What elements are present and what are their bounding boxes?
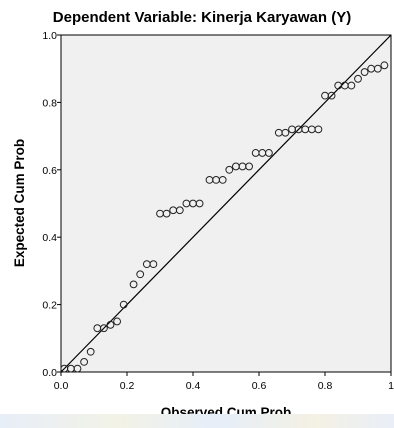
y-tick-label-1: 0.2	[42, 300, 57, 312]
reference-line	[60, 34, 392, 373]
data-point	[380, 61, 389, 70]
data-point	[136, 270, 145, 279]
data-point	[149, 260, 158, 269]
data-point	[100, 324, 108, 333]
data-point	[175, 206, 184, 215]
data-point	[73, 364, 82, 373]
y-tick-label-2: 0.4	[42, 232, 57, 244]
y-tick-label-3: 0.6	[42, 165, 57, 177]
data-point	[119, 300, 128, 309]
x-tick-label-1: 0.2	[120, 380, 135, 392]
y-tick-label-5: 1.0	[42, 30, 57, 42]
y-tick-label-0: 0.0	[42, 367, 57, 379]
data-point	[195, 199, 204, 208]
data-point	[162, 209, 171, 218]
x-tick-label-3: 0.6	[252, 380, 267, 392]
axis-ticks	[57, 34, 392, 376]
data-point	[327, 91, 336, 100]
y-axis-label: Expected Cum Prob	[12, 139, 27, 267]
x-tick-label-5: 1	[388, 380, 394, 392]
data-point	[314, 125, 323, 134]
data-point	[245, 162, 254, 171]
data-point	[265, 149, 273, 157]
x-tick-label-2: 0.4	[186, 380, 201, 392]
data-point	[225, 165, 234, 174]
tick-labels: 0.0 0.2 0.4 0.6 0.8 1 0.0 0.2 0.4 0.6 0.8 1.0	[42, 30, 394, 392]
data-point	[360, 68, 369, 76]
data-point	[347, 81, 356, 90]
data-point	[218, 176, 227, 184]
data-point	[86, 347, 95, 356]
x-tick-label-4: 0.8	[318, 380, 333, 392]
y-tick-label-4: 0.8	[42, 97, 57, 109]
chart-title: Dependent Variable: Kinerja Karyawan (Y)	[53, 9, 351, 26]
data-point	[129, 280, 138, 289]
data-points	[60, 61, 389, 373]
x-tick-label-0: 0.0	[54, 380, 69, 392]
data-point	[281, 128, 290, 137]
data-point	[373, 64, 382, 73]
data-point	[80, 357, 88, 366]
data-point	[354, 74, 362, 83]
data-point	[113, 317, 121, 326]
data-point	[106, 320, 115, 329]
background-strip	[0, 414, 394, 428]
